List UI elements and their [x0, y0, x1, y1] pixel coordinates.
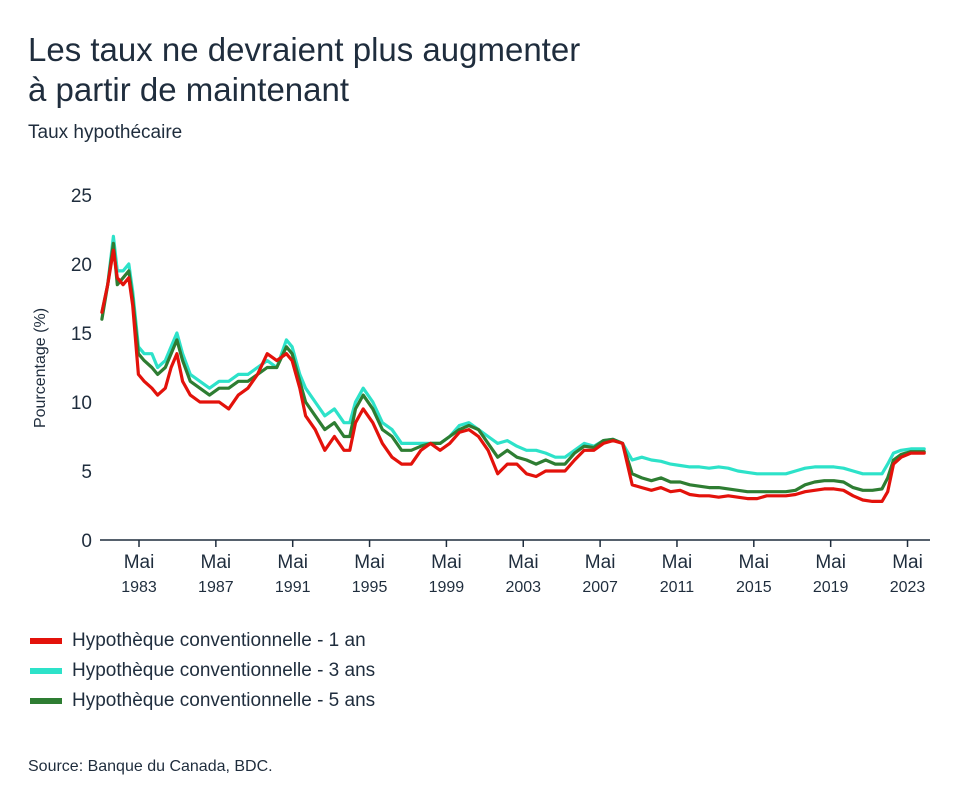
x-tick-label-year: 2011 — [660, 579, 695, 596]
x-tick-label-year: 2015 — [736, 579, 772, 596]
series-line-1-an — [100, 248, 926, 503]
chart-subtitle: Taux hypothécaire — [28, 122, 183, 143]
source-note: Source: Banque du Canada, BDC. — [28, 758, 273, 775]
x-tick-label-month: Mai — [124, 552, 155, 573]
series-lines — [100, 234, 926, 503]
x-tick-label-year: 1983 — [121, 579, 157, 596]
x-tick-label-month: Mai — [892, 552, 923, 573]
y-tick-label: 0 — [81, 531, 92, 552]
x-tick-label-year: 1987 — [198, 579, 234, 596]
series-line-3-ans — [100, 234, 926, 476]
legend-label-1-an: Hypothèque conventionnelle - 1 an — [72, 630, 366, 651]
line-chart: 0 5 10 15 20 25 Pourcentage (%) Mai 1983 Mai 198… — [32, 186, 930, 596]
x-tick-label-month: Mai — [508, 552, 539, 573]
x-tick-label-month: Mai — [431, 552, 462, 573]
legend-item-3-ans: Hypothèque conventionnelle - 3 ans — [30, 656, 375, 686]
x-tick-label-month: Mai — [815, 552, 846, 573]
chart-title-line-1: Les taux ne devraient plus augmenter — [28, 31, 581, 68]
legend-swatch-1-an — [30, 638, 62, 644]
legend-label-3-ans: Hypothèque conventionnelle - 3 ans — [72, 660, 376, 681]
y-tick-label: 5 — [81, 462, 92, 483]
x-axis-ticks: Mai 1983 Mai 1987 Mai 1991 Mai 1995 Mai 1999 Mai 20… — [121, 540, 925, 596]
x-tick-label-year: 2003 — [505, 579, 541, 596]
y-tick-label: 25 — [71, 186, 92, 207]
x-tick-label-year: 1995 — [352, 579, 388, 596]
x-tick-label-year: 2007 — [582, 579, 618, 596]
x-tick-label-month: Mai — [354, 552, 385, 573]
y-axis-ticks: 0 5 10 15 20 25 — [71, 186, 92, 552]
x-tick-label-month: Mai — [277, 552, 308, 573]
legend: Hypothèque conventionnelle - 1 an Hypoth… — [30, 626, 375, 716]
legend-swatch-3-ans — [30, 668, 62, 674]
x-tick-label-month: Mai — [739, 552, 770, 573]
y-tick-label: 10 — [71, 393, 92, 414]
legend-item-5-ans: Hypothèque conventionnelle - 5 ans — [30, 686, 375, 716]
x-tick-label-year: 2019 — [813, 579, 849, 596]
y-axis-label: Pourcentage (%) — [32, 308, 49, 428]
x-tick-label-month: Mai — [662, 552, 693, 573]
y-tick-label: 20 — [71, 255, 92, 276]
x-tick-label-month: Mai — [201, 552, 232, 573]
legend-item-1-an: Hypothèque conventionnelle - 1 an — [30, 626, 375, 656]
x-tick-label-year: 2023 — [890, 579, 926, 596]
chart-title: Les taux ne devraient plus augmenter à p… — [28, 30, 928, 110]
x-tick-label-year: 1999 — [429, 579, 465, 596]
legend-label-5-ans: Hypothèque conventionnelle - 5 ans — [72, 690, 376, 711]
legend-swatch-5-ans — [30, 698, 62, 704]
x-tick-label-month: Mai — [585, 552, 616, 573]
series-line-5-ans — [100, 241, 926, 494]
chart-title-line-2: à partir de maintenant — [28, 71, 350, 108]
y-tick-label: 15 — [71, 324, 92, 345]
x-tick-label-year: 1991 — [275, 579, 311, 596]
